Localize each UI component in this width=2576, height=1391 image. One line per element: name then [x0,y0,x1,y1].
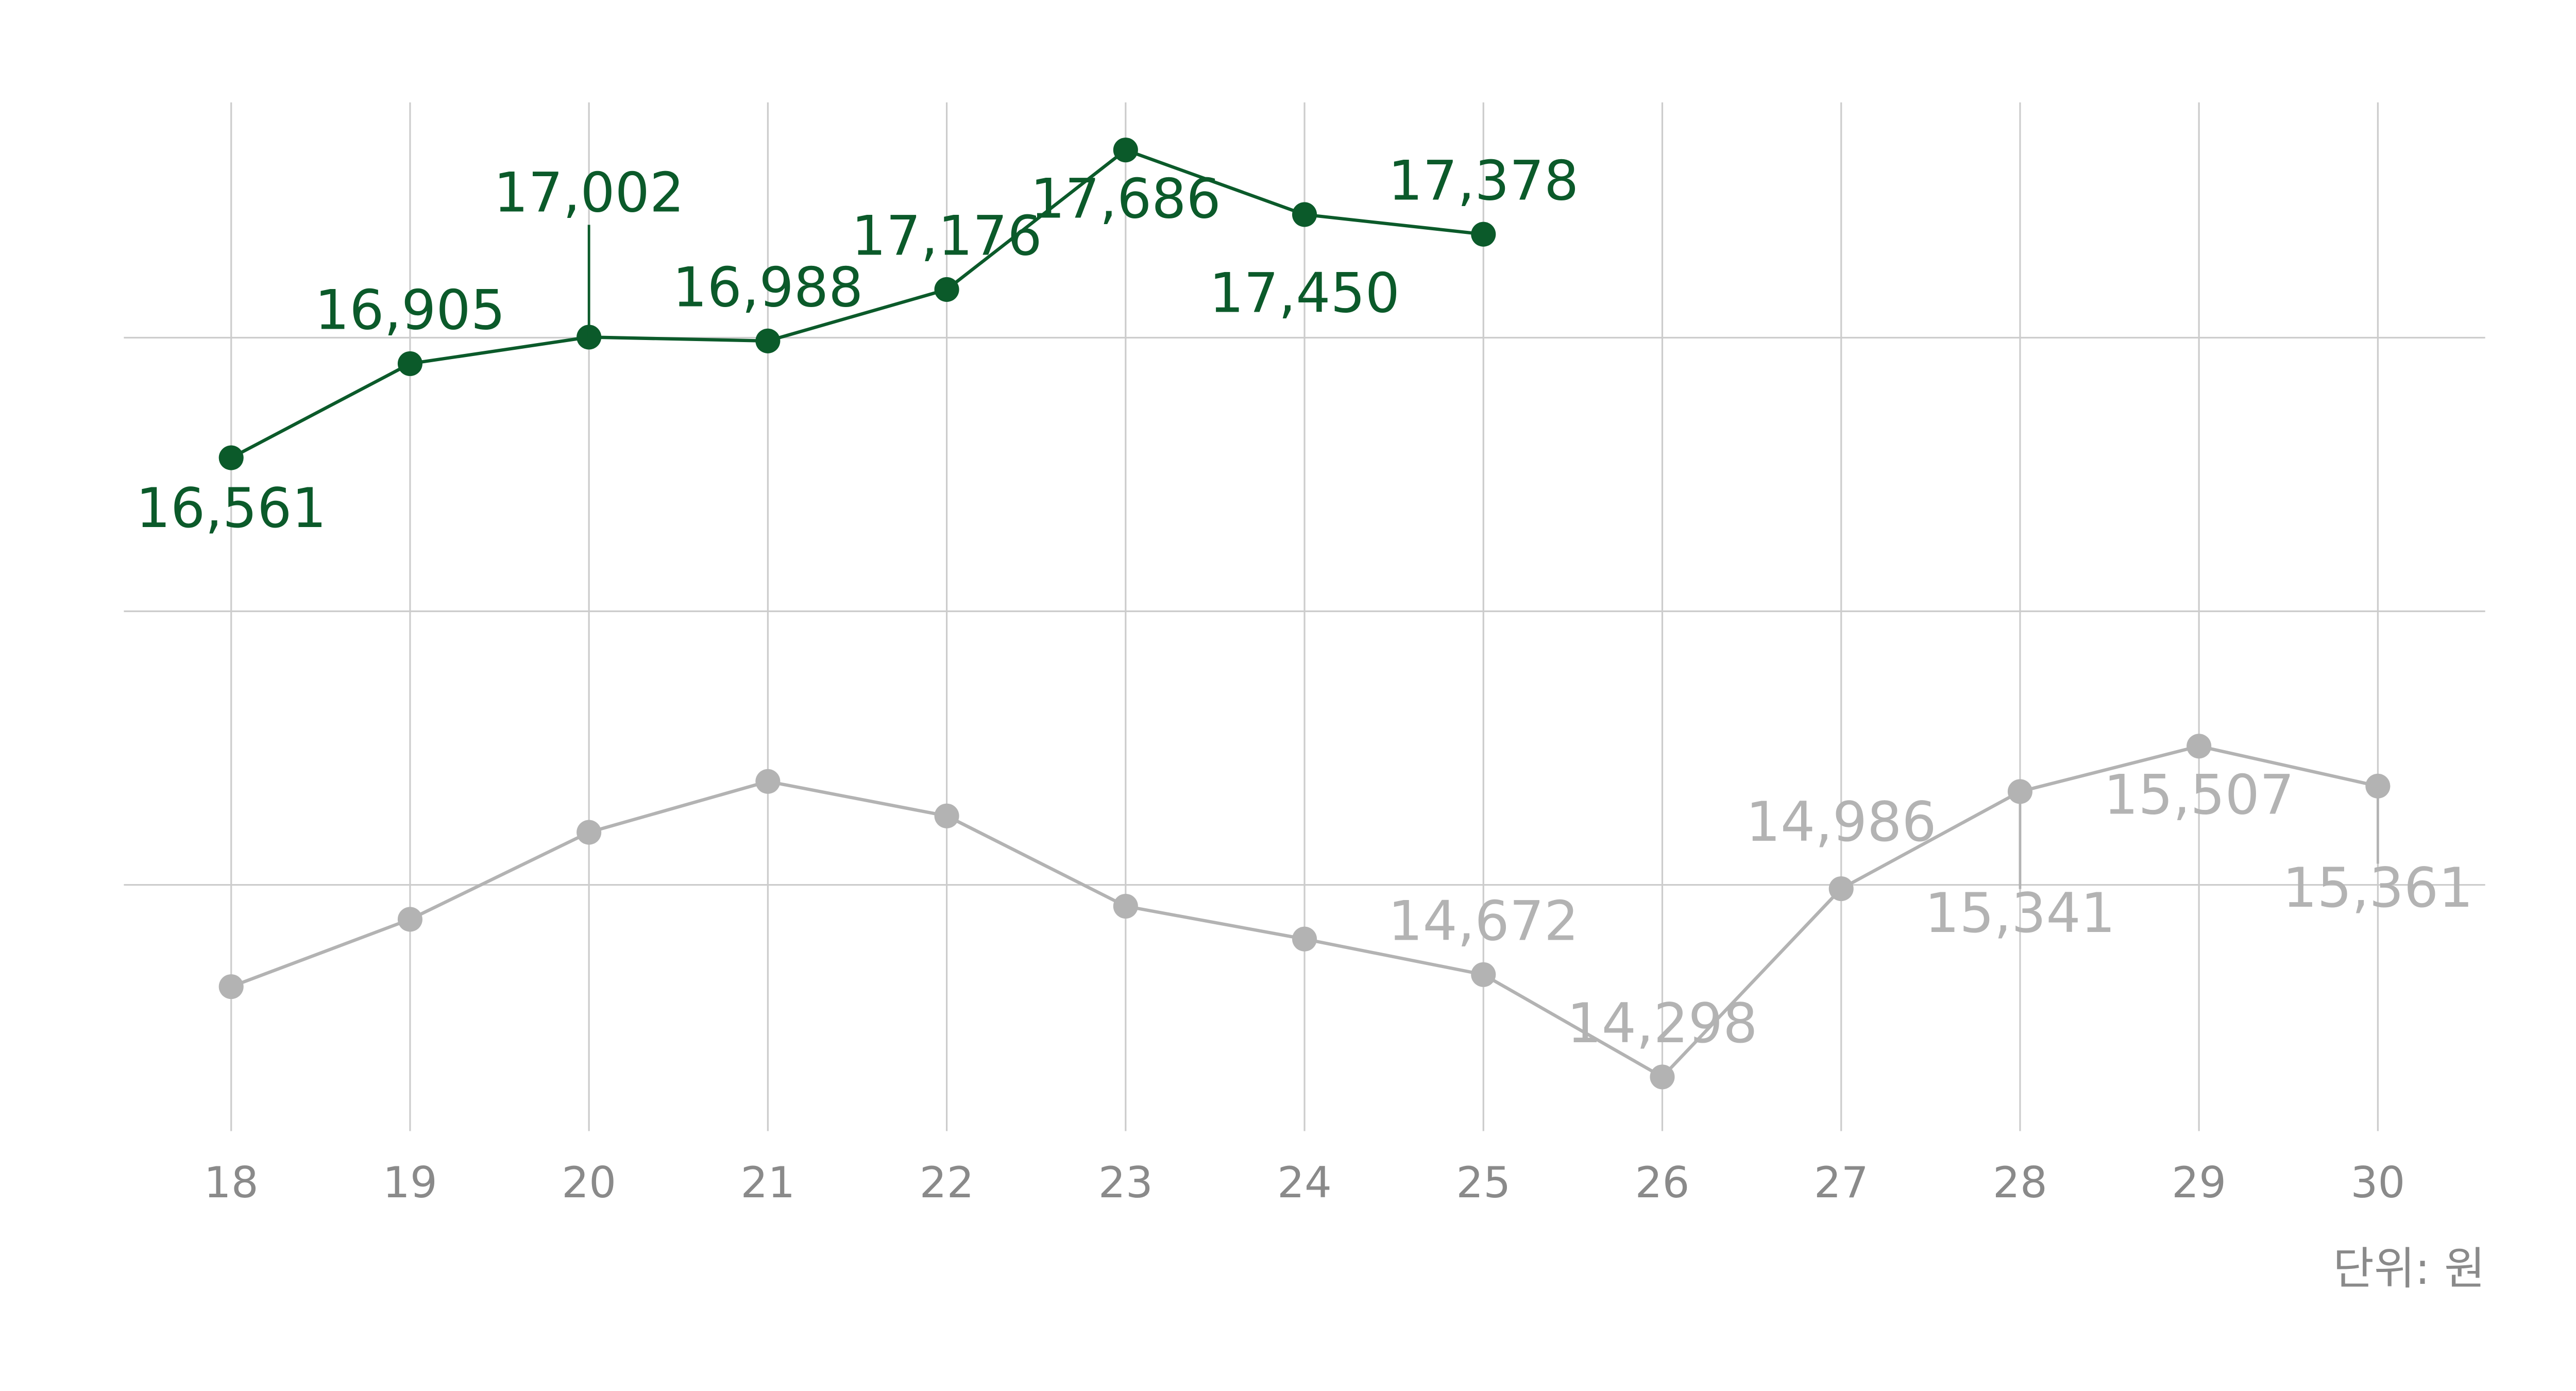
point [934,803,959,828]
point [397,351,422,376]
x-tick-label: 18 [204,1158,259,1208]
data-label: 15,341 [1925,881,2115,945]
x-tick-label: 24 [1277,1158,1332,1208]
point [1828,876,1854,902]
point [1292,202,1317,227]
x-tick-label: 26 [1635,1158,1689,1208]
data-label: 16,561 [136,477,327,540]
x-tick-label: 25 [1456,1158,1511,1208]
data-label: 14,986 [1746,790,1937,854]
data-label: 17,002 [494,161,684,225]
x-tick-label: 21 [740,1158,795,1208]
data-label: 17,450 [1209,262,1400,325]
data-label: 17,686 [1030,167,1221,230]
x-tick-label: 19 [383,1158,437,1208]
point [1471,962,1496,987]
x-tick-label: 30 [2350,1158,2405,1208]
x-tick-label: 29 [2172,1158,2226,1208]
x-tick-label: 28 [1993,1158,2047,1208]
data-label: 17,378 [1388,149,1579,212]
data-label: 15,507 [2104,764,2294,827]
point [934,277,959,302]
point [218,974,244,999]
point [1650,1064,1675,1090]
x-tick-label: 20 [562,1158,616,1208]
data-label: 17,176 [852,205,1042,268]
point [218,445,244,470]
point [1113,893,1138,919]
series-line [230,148,1484,460]
data-label: 14,672 [1388,889,1579,953]
point [397,907,422,932]
x-tick-label: 22 [920,1158,974,1208]
unit-note: 단위: 원 [2333,1243,2485,1295]
x-tick-label: 23 [1098,1158,1153,1208]
point [2187,734,2212,759]
data-label: 14,298 [1567,992,1757,1055]
point [1113,138,1138,163]
point [755,769,781,794]
data-label: 16,905 [315,279,505,342]
data-label: 16,988 [672,256,863,319]
x-tick-label: 27 [1814,1158,1869,1208]
point [1292,926,1317,952]
data-label: 15,361 [2282,856,2473,920]
point [1471,222,1496,247]
point [755,328,781,353]
point [577,820,602,845]
